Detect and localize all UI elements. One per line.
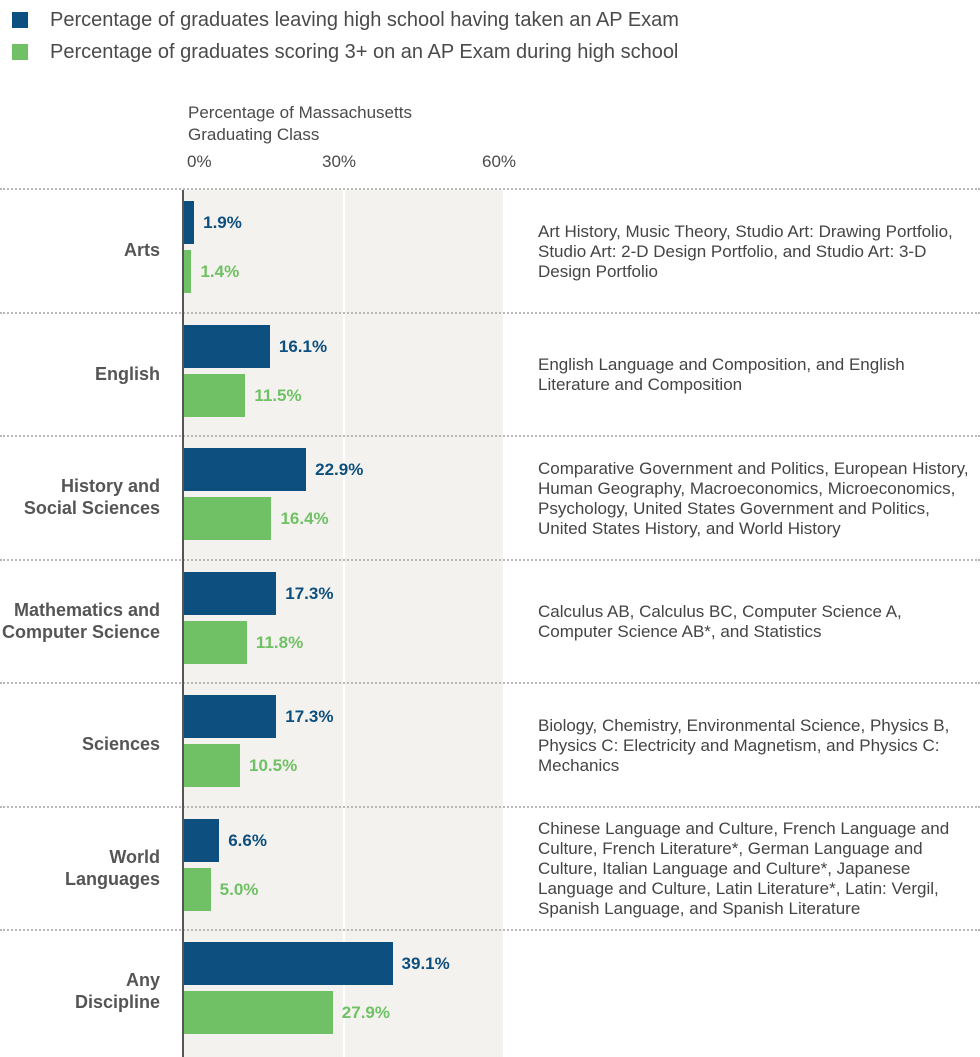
x-tick-label: 60% [482, 152, 517, 171]
legend-swatch-scoring [12, 44, 28, 60]
bar-taken [184, 572, 276, 615]
bar-scoring [184, 744, 240, 787]
x-tick-label: 0% [187, 152, 212, 171]
row-divider [0, 435, 980, 437]
value-label-scoring: 11.5% [254, 386, 302, 405]
row-divider [0, 682, 980, 684]
legend-label-taken: Percentage of graduates leaving high sch… [50, 8, 679, 31]
value-label-taken: 6.6% [228, 831, 267, 850]
value-label-scoring: 5.0% [219, 880, 259, 899]
value-label-scoring: 10.5% [249, 756, 298, 775]
value-label-scoring: 11.8% [255, 633, 304, 652]
row-divider [0, 559, 980, 561]
row-divider [0, 312, 980, 314]
value-label-scoring: 1.4% [200, 262, 240, 281]
value-label-scoring: 27.9% [341, 1003, 390, 1022]
legend-swatch-taken [12, 12, 28, 28]
legend-item-taken: Percentage of graduates leaving high sch… [12, 5, 679, 35]
x-tick-label: 30% [322, 152, 357, 171]
bar-scoring [184, 374, 245, 417]
bar-scoring [184, 621, 247, 664]
category-description: English Language and Composition, and En… [538, 355, 905, 394]
category-description: Comparative Government and Politics, Eur… [538, 459, 969, 538]
bar-taken [184, 819, 219, 862]
category-description: Chinese Language and Culture, French Lan… [538, 819, 950, 918]
bar-taken [184, 448, 306, 491]
value-label-taken: 1.9% [203, 213, 242, 232]
bar-taken [184, 942, 393, 985]
bar-scoring [184, 497, 271, 540]
value-label-taken: 39.1% [401, 954, 450, 973]
category-label: English [94, 363, 160, 384]
category-label: World Languages [64, 846, 160, 889]
value-label-taken: 16.1% [278, 337, 328, 356]
row-divider [0, 806, 980, 808]
axis-title-text: Percentage of Massachusetts Graduating C… [188, 103, 412, 144]
category-description: Calculus AB, Calculus BC, Computer Scien… [538, 602, 902, 641]
category-description: Biology, Chemistry, Environmental Scienc… [538, 716, 950, 775]
bar-taken [184, 695, 276, 738]
bar-scoring [184, 250, 191, 293]
legend-item-scoring: Percentage of graduates scoring 3+ on an… [12, 37, 678, 67]
legend-label-scoring: Percentage of graduates scoring 3+ on an… [50, 40, 679, 63]
gridline-30 [343, 190, 345, 1057]
y-axis-line [182, 190, 184, 1057]
category-description: Art History, Music Theory, Studio Art: D… [538, 222, 953, 281]
value-label-scoring: 16.4% [280, 509, 329, 528]
category-label: Any Discipline [74, 969, 160, 1012]
bar-scoring [184, 991, 333, 1034]
axis-title: Percentage of Massachusetts Graduating C… [188, 102, 412, 146]
bar-scoring [184, 868, 211, 911]
value-label-taken: 22.9% [315, 460, 364, 479]
category-label: Sciences [81, 733, 160, 754]
category-label: History and Social Sciences [23, 475, 160, 518]
category-label: Mathematics and Computer Science [1, 599, 160, 642]
category-label: Arts [123, 239, 160, 260]
value-label-taken: 17.3% [285, 707, 334, 726]
bar-taken [184, 201, 194, 244]
row-divider [0, 929, 980, 931]
bar-taken [184, 325, 270, 368]
value-label-taken: 17.3% [285, 584, 334, 603]
row-divider [0, 188, 980, 190]
